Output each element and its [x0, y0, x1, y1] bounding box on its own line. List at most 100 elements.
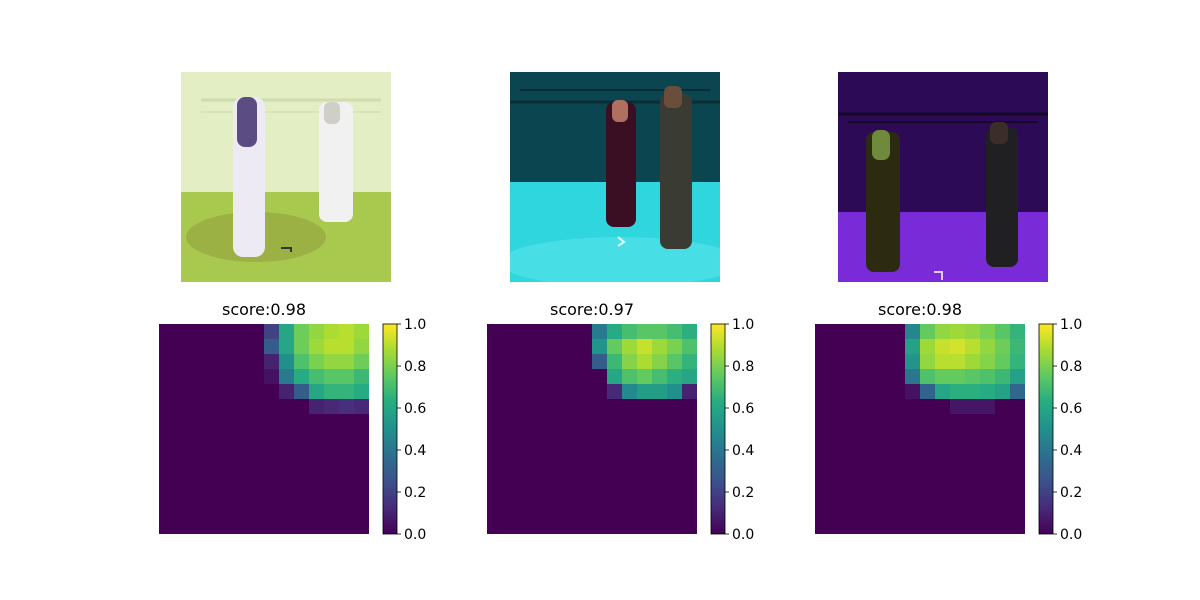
heatmap-1-cell-r9-c0 [159, 459, 175, 475]
heatmap-3-cell-r11-c12 [995, 489, 1011, 505]
heatmap-2-cell-r5-c8 [607, 399, 623, 415]
heatmap-2-cell-r13-c12 [667, 519, 683, 534]
heatmap-2-cell-r1-c7 [592, 339, 608, 355]
heatmap-3-cell-r1-c1 [830, 339, 846, 355]
heatmap-1-cell-r12-c13 [354, 504, 369, 520]
heatmap-2-cell-r9-c9 [622, 459, 638, 475]
heatmap-3-cell-r7-c4 [875, 429, 891, 445]
heatmap-1-cell-r0-c9 [294, 324, 310, 340]
heatmap-2-cell-r12-c9 [622, 504, 638, 520]
heatmap-3-cell-r4-c8 [935, 384, 951, 400]
heatmap-2-cell-r7-c7 [592, 429, 608, 445]
heatmap-2-cell-r5-c3 [532, 399, 548, 415]
heatmap-1-cell-r9-c5 [234, 459, 250, 475]
heatmap-2-cell-r11-c13 [682, 489, 697, 505]
heatmap-3-cell-r4-c6 [905, 384, 921, 400]
heatmap-1-cell-r12-c3 [204, 504, 220, 520]
heatmap-1-cell-r11-c11 [324, 489, 340, 505]
heatmap-3-cell-r2-c1 [830, 354, 846, 370]
colorbar-1-tick-label-4: 0.8 [404, 359, 426, 375]
heatmap-1-cell-r5-c1 [174, 399, 190, 415]
heatmap-3-cell-r5-c1 [830, 399, 846, 415]
heatmap-2-cell-r13-c7 [592, 519, 608, 534]
heatmap-3-cell-r5-c13 [1010, 399, 1025, 415]
heatmap-3-cell-r2-c10 [965, 354, 981, 370]
heatmap-2-cell-r5-c4 [547, 399, 563, 415]
heatmap-2-cell-r11-c7 [592, 489, 608, 505]
heatmap-1-cell-r0-c10 [309, 324, 325, 340]
heatmap-3-cell-r13-c7 [920, 519, 936, 534]
heatmap-1-cell-r6-c9 [294, 414, 310, 430]
heatmap-1-cell-r10-c11 [324, 474, 340, 490]
heatmap-3-cell-r3-c12 [995, 369, 1011, 385]
heatmap-3-cell-r3-c10 [965, 369, 981, 385]
heatmap-1-cell-r8-c9 [294, 444, 310, 460]
heatmap-2-cell-r2-c5 [562, 354, 578, 370]
heatmap-1-cell-r1-c11 [324, 339, 340, 355]
heatmap-2-cell-r6-c2 [517, 414, 533, 430]
heatmap-3-cell-r9-c12 [995, 459, 1011, 475]
heatmap-1-cell-r13-c4 [219, 519, 235, 534]
heatmap-3-cell-r11-c4 [875, 489, 891, 505]
heatmap-2-cell-r10-c12 [667, 474, 683, 490]
heatmap-1-cell-r9-c3 [204, 459, 220, 475]
heatmap-3-cell-r5-c6 [905, 399, 921, 415]
colorbar-2: 0.0 0.2 0.4 0.6 0.8 1.0 [710, 318, 754, 543]
heatmap-3-cell-r12-c13 [1010, 504, 1025, 520]
heatmap-2-cell-r12-c8 [607, 504, 623, 520]
heatmap-1-cell-r6-c11 [324, 414, 340, 430]
heatmap-3-cell-r11-c6 [905, 489, 921, 505]
heatmap-2-cell-r8-c10 [637, 444, 653, 460]
heatmap-3-cell-r6-c11 [980, 414, 996, 430]
heatmap-2-cell-r11-c2 [517, 489, 533, 505]
heatmap-1-cell-r2-c8 [279, 354, 295, 370]
heatmap-1-cell-r1-c7 [264, 339, 280, 355]
heatmap-3-cell-r12-c5 [890, 504, 906, 520]
heatmap-2-cell-r12-c13 [682, 504, 697, 520]
colorbar-3-tick-label-4: 0.8 [1060, 359, 1082, 375]
heatmap-1-cell-r12-c11 [324, 504, 340, 520]
heatmap-3-cell-r7-c11 [980, 429, 996, 445]
heatmap-2-cell-r9-c0 [487, 459, 503, 475]
heatmap-3-cell-r1-c2 [845, 339, 861, 355]
heatmap-2-cell-r4-c6 [577, 384, 593, 400]
heatmap-1-cell-r12-c12 [339, 504, 355, 520]
heatmap-3-cell-r11-c11 [980, 489, 996, 505]
heatmap-3-cell-r10-c0 [815, 474, 831, 490]
colorbar-3: 0.0 0.2 0.4 0.6 0.8 1.0 [1038, 318, 1082, 543]
heatmap-2-cell-r4-c2 [517, 384, 533, 400]
heatmap-2-cell-r10-c0 [487, 474, 503, 490]
heatmap-1-cell-r4-c7 [264, 384, 280, 400]
heatmap-3-cell-r1-c12 [995, 339, 1011, 355]
heatmap-2-cell-r7-c3 [532, 429, 548, 445]
heatmap-2-cell-r13-c8 [607, 519, 623, 534]
heatmap-2-cell-r0-c9 [622, 324, 638, 340]
heatmap-3-cell-r4-c13 [1010, 384, 1025, 400]
heatmap-3-cell-r5-c5 [890, 399, 906, 415]
heatmap-1-cell-r9-c7 [264, 459, 280, 475]
heatmap-2-cell-r2-c9 [622, 354, 638, 370]
heatmap-2-cell-r1-c10 [637, 339, 653, 355]
heatmap-3-cell-r8-c7 [920, 444, 936, 460]
heatmap-3-cell-r9-c2 [845, 459, 861, 475]
heatmap-1-cell-r0-c5 [234, 324, 250, 340]
heatmap-3-cell-r9-c1 [830, 459, 846, 475]
heatmap-1-cell-r1-c13 [354, 339, 369, 355]
heatmap-3-cell-r3-c0 [815, 369, 831, 385]
heatmap-3-cell-r6-c1 [830, 414, 846, 430]
heatmap-3-cell-r6-c6 [905, 414, 921, 430]
heatmap-1-cell-r11-c4 [219, 489, 235, 505]
heatmap-2-cell-r7-c1 [502, 429, 518, 445]
heatmap-1-cell-r4-c12 [339, 384, 355, 400]
heatmap-2-cell-r12-c12 [667, 504, 683, 520]
heatmap-3-cell-r3-c9 [950, 369, 966, 385]
heatmap-2-cell-r5-c7 [592, 399, 608, 415]
heatmap-1-cell-r9-c8 [279, 459, 295, 475]
heatmap-2-cell-r8-c0 [487, 444, 503, 460]
colorbar-1-tick-label-1: 0.2 [404, 485, 426, 501]
heatmap-2-cell-r9-c4 [547, 459, 563, 475]
heatmap-2 [487, 324, 697, 534]
heatmap-2-cell-r3-c4 [547, 369, 563, 385]
heatmap-3-cell-r1-c5 [890, 339, 906, 355]
heatmap-2-cell-r1-c3 [532, 339, 548, 355]
